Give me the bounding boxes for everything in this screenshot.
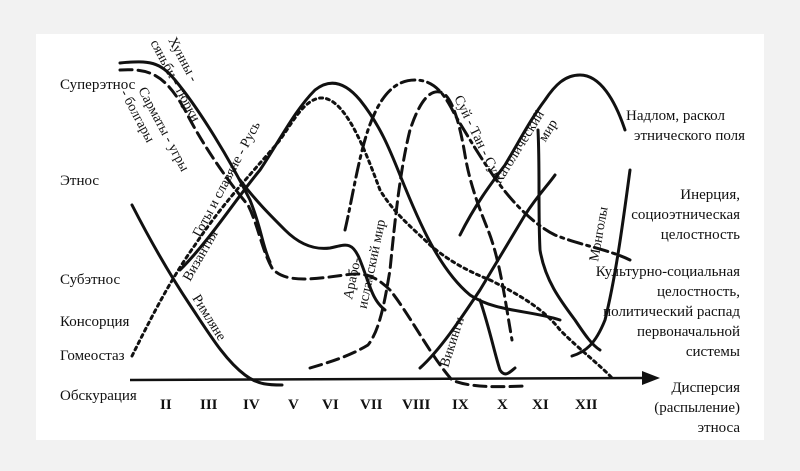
curve-vikings [418, 173, 557, 370]
phase-inertia-line3: целостность [661, 227, 740, 243]
level-obscuration: Обскурация [60, 388, 137, 404]
century-labels: II III IV V VI VII VIII IX X XI XII [160, 397, 598, 413]
curve-arab-early [308, 90, 514, 370]
century-10: X [497, 397, 508, 413]
curve-romans [130, 203, 284, 387]
phase-breakdown-line2: этнического поля [634, 128, 745, 144]
phase-inertia: Инерция, социоэтническая целостность [631, 187, 740, 243]
curve-arab [343, 78, 632, 262]
phase-cultural-line1: Культурно-социальная [596, 264, 740, 280]
phase-inertia-line2: социоэтническая [631, 207, 740, 223]
phase-breakdown-line1: Надлом, раскол [626, 108, 725, 124]
curve-sui [458, 73, 627, 237]
curve-byzantium [178, 81, 562, 322]
level-consortium: Консорция [60, 314, 129, 330]
curve-goths [130, 96, 614, 380]
century-11: XI [532, 397, 549, 413]
curve-huns [118, 60, 272, 264]
phase-dispersion: Дисперсия (распыление) этноса [654, 380, 740, 436]
label-romans-text: Римляне [189, 292, 229, 343]
century-5: V [288, 397, 299, 413]
century-9: IX [452, 397, 469, 413]
phase-cultural-line3: политический распад [603, 304, 740, 320]
century-7: VII [360, 397, 383, 413]
curve-byzantium-tail [238, 178, 387, 312]
century-6: VI [322, 397, 339, 413]
phase-inertia-line1: Инерция, [680, 187, 740, 203]
label-mongols: Монголы [587, 205, 611, 263]
phase-dispersion-line3: этноса [698, 420, 741, 436]
phase-cultural-line5: системы [686, 344, 740, 360]
curve-sarmatians [118, 68, 527, 389]
century-2: II [160, 397, 172, 413]
curve-mongols [570, 168, 632, 358]
phase-dispersion-line2: (распыление) [654, 400, 740, 416]
label-romans: Римляне [189, 292, 229, 343]
phase-cultural-line2: целостность, [657, 284, 740, 300]
level-ethnos: Этнос [60, 173, 99, 189]
century-12: XII [575, 397, 598, 413]
phase-dispersion-line1: Дисперсия [671, 380, 740, 396]
century-3: III [200, 397, 218, 413]
label-arab: Арабо- исламский мир [341, 218, 389, 310]
level-homeostasis: Гомеостаз [60, 348, 125, 364]
curve-vikings-tail [478, 298, 517, 376]
century-8: VIII [402, 397, 431, 413]
time-axis-arrowhead [642, 371, 660, 385]
curve-catholic [536, 128, 602, 352]
curves [118, 60, 632, 389]
label-mongols-text: Монголы [587, 205, 611, 263]
phase-cultural-line4: первоначальной [637, 324, 740, 340]
time-axis [129, 376, 646, 382]
level-subethnos: Субэтнос [60, 272, 120, 288]
level-superethnos: Суперэтнос [60, 77, 136, 93]
phase-breakdown: Надлом, раскол этнического поля [626, 108, 745, 144]
phase-cultural: Культурно-социальная целостность, полити… [596, 264, 741, 360]
century-4: IV [243, 397, 260, 413]
